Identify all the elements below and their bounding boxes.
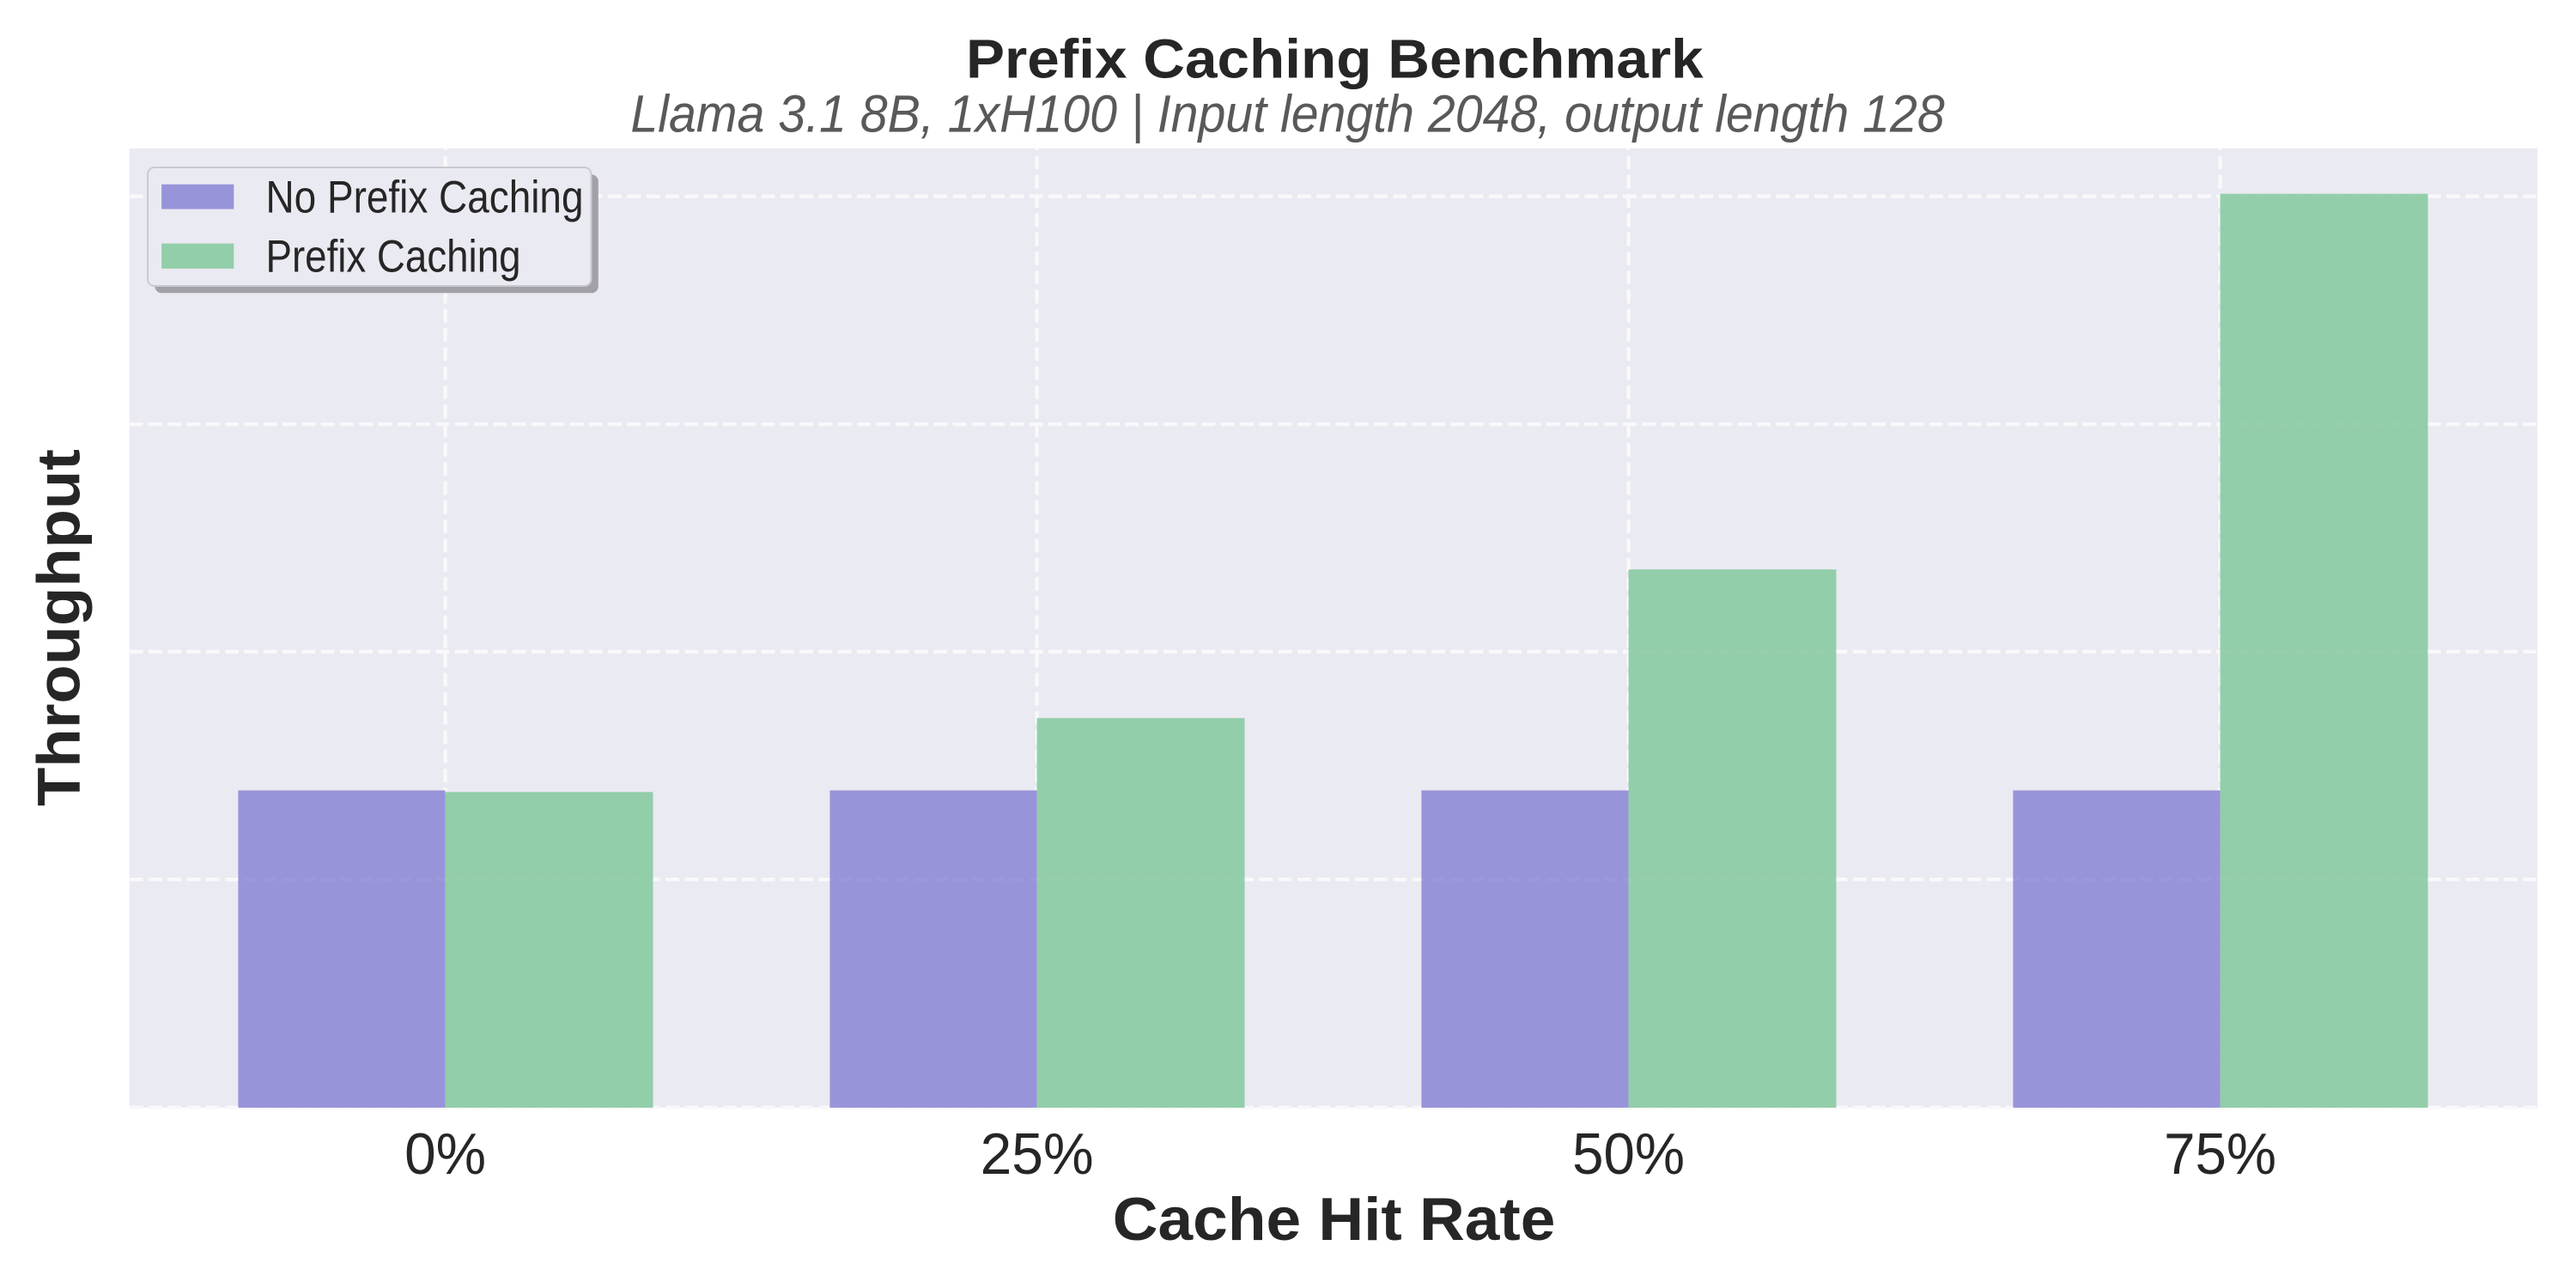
svg-text:Cache Hit Rate: Cache Hit Rate bbox=[1113, 1185, 1556, 1253]
svg-text:0%: 0% bbox=[404, 1122, 486, 1187]
svg-text:Llama 3.1 8B, 1xH100 | Input l: Llama 3.1 8B, 1xH100 | Input length 2048… bbox=[630, 85, 1944, 144]
svg-text:Throughput: Throughput bbox=[25, 449, 93, 806]
svg-text:75%: 75% bbox=[2164, 1122, 2276, 1187]
svg-text:25%: 25% bbox=[981, 1122, 1094, 1187]
svg-text:Prefix Caching Benchmark: Prefix Caching Benchmark bbox=[966, 28, 1704, 90]
svg-text:No Prefix Caching: No Prefix Caching bbox=[266, 172, 584, 222]
svg-text:50%: 50% bbox=[1572, 1122, 1685, 1187]
svg-text:Prefix Caching: Prefix Caching bbox=[266, 232, 521, 283]
